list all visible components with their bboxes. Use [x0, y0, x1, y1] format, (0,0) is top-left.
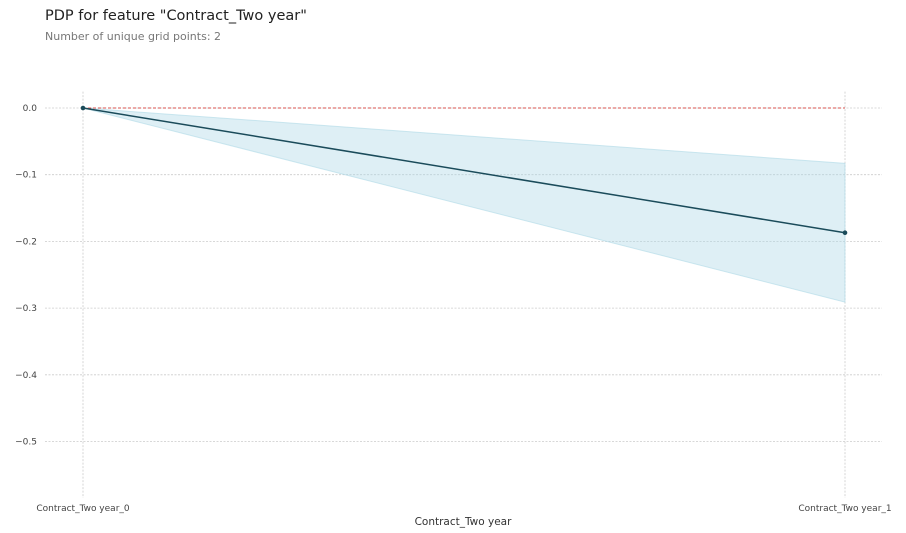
chart-subtitle: Number of unique grid points: 2	[45, 30, 222, 43]
y-axis-ticks: 0.0 −0.1 −0.2 −0.3 −0.4 −0.5	[15, 104, 37, 448]
y-tick-label: −0.3	[15, 304, 37, 314]
pdp-point	[842, 230, 848, 236]
y-tick-label: 0.0	[23, 104, 38, 114]
y-tick-label: −0.1	[15, 171, 37, 181]
x-tick-label: Contract_Two year_0	[36, 504, 130, 514]
confidence-band	[82, 107, 846, 303]
y-tick-label: −0.4	[15, 371, 37, 381]
pdp-point	[80, 105, 86, 111]
x-axis-ticks: Contract_Two year_0 Contract_Two year_1	[36, 504, 891, 514]
pdp-line	[82, 107, 846, 234]
chart-title: PDP for feature "Contract_Two year"	[45, 8, 307, 24]
plot-area	[80, 105, 848, 303]
x-axis-label: Contract_Two year	[415, 516, 513, 528]
y-tick-label: −0.2	[15, 237, 37, 247]
x-tick-label: Contract_Two year_1	[798, 504, 891, 514]
y-tick-label: −0.5	[15, 438, 37, 448]
